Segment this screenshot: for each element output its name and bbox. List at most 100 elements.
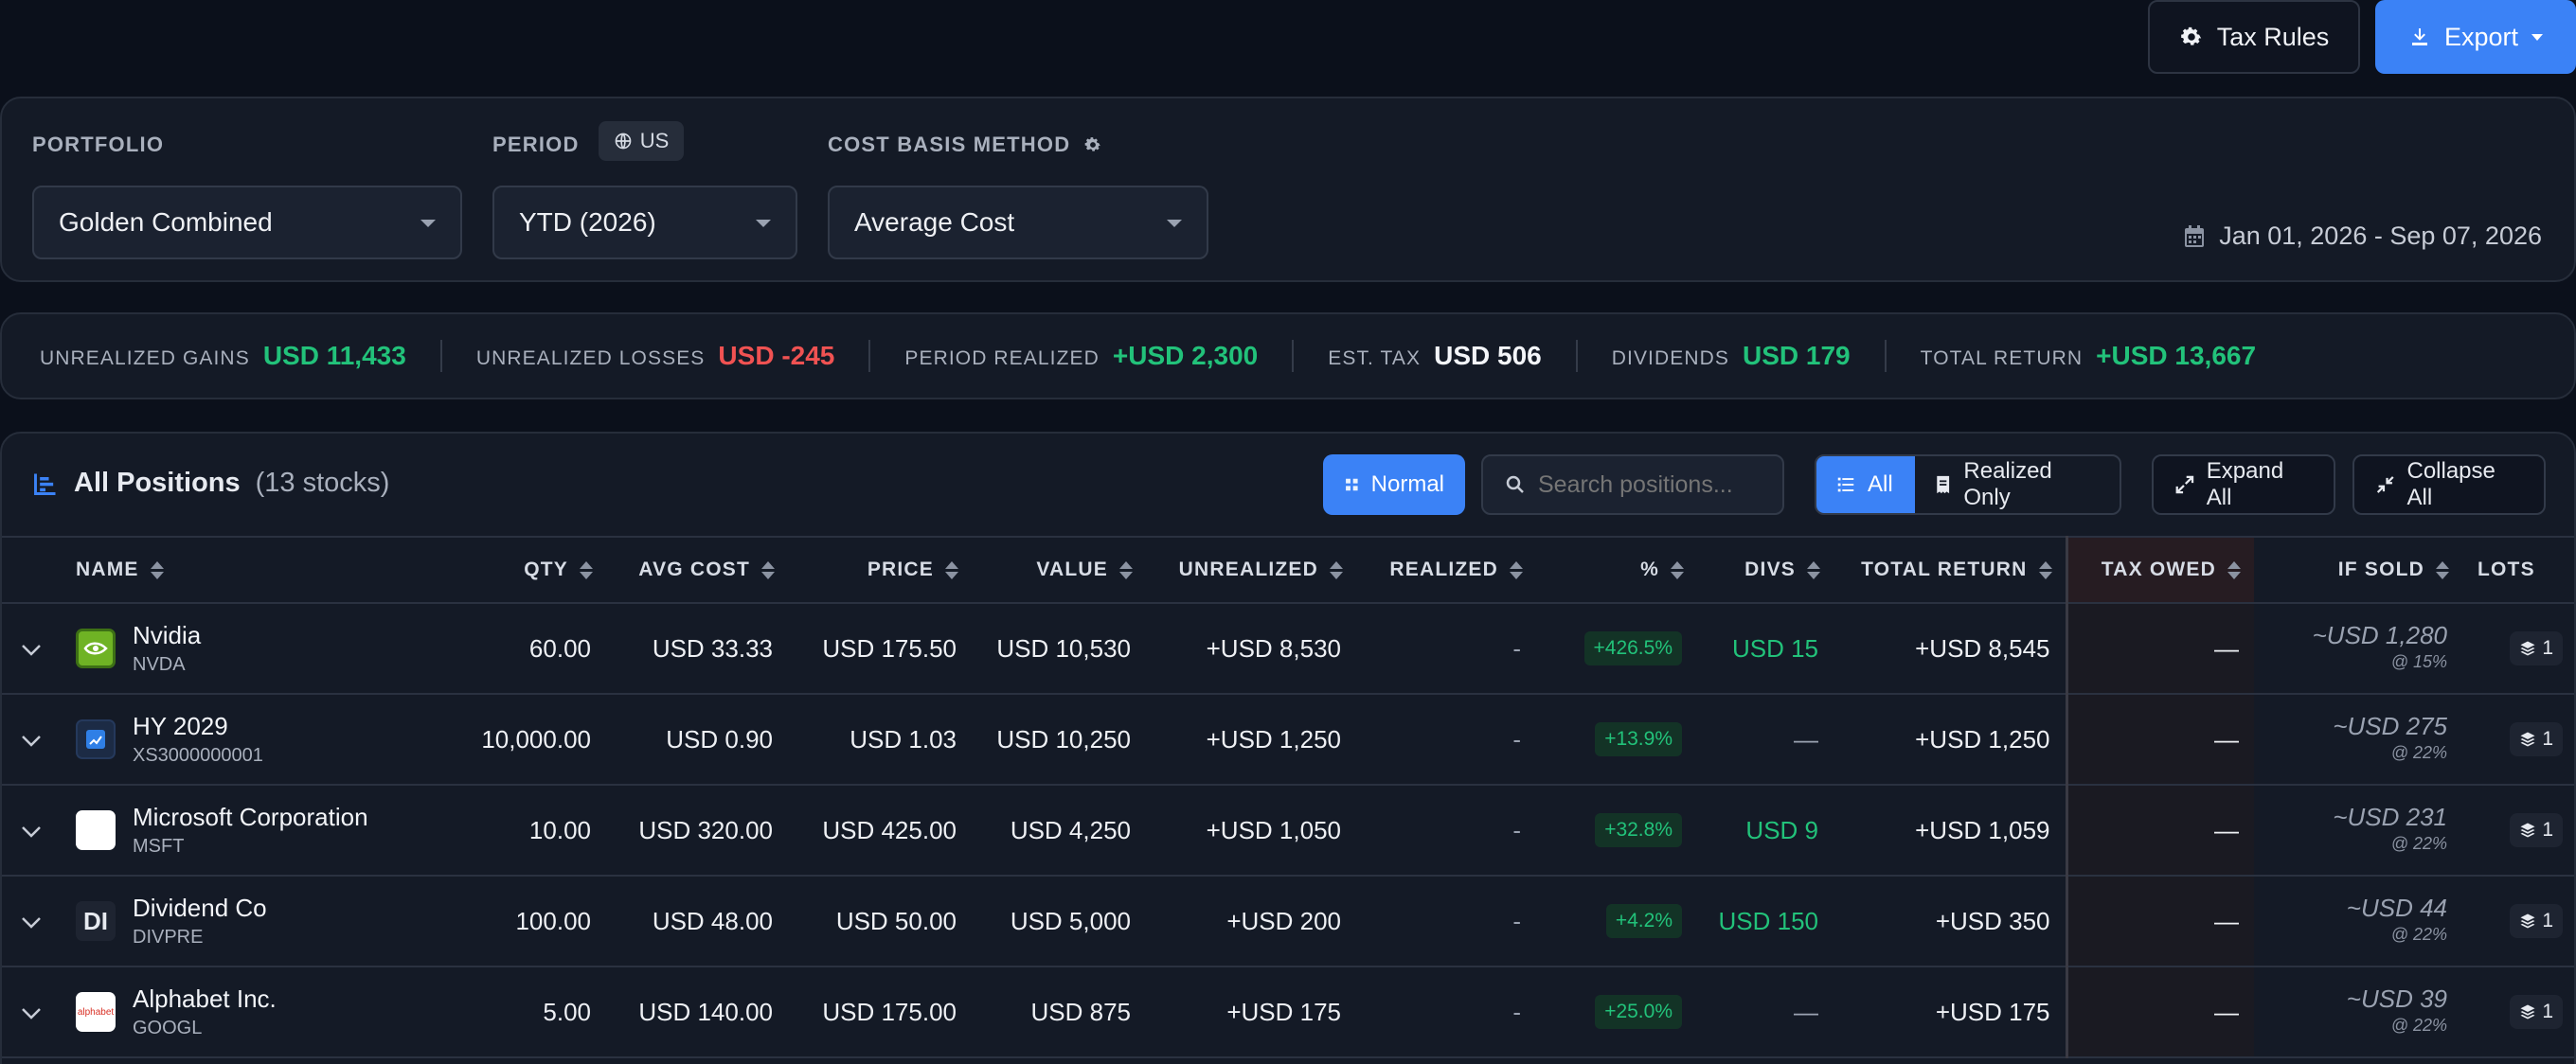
tax-rules-button[interactable]: Tax Rules (2148, 0, 2360, 74)
sort-icon (1807, 560, 1820, 579)
cost-basis-label-wrap: COST BASIS METHOD (828, 133, 1102, 157)
layers-icon (2520, 1004, 2535, 1020)
value-cell: USD 10,250 (972, 694, 1146, 786)
header-label: TOTAL RETURN (1861, 559, 2028, 580)
divs-cell: USD 9 (1697, 785, 1834, 877)
chevron-down-icon[interactable] (2, 876, 61, 967)
realized-cell: - (1356, 876, 1536, 967)
header-realized[interactable]: REALIZED (1356, 536, 1536, 604)
pct-cell: +25.0% (1536, 966, 1697, 1058)
position-name: Microsoft Corporation (133, 803, 368, 831)
header-label: UNREALIZED (1178, 559, 1318, 580)
if-sold-rate: @ 22% (2390, 743, 2447, 762)
header-if-sold[interactable]: IF SOLD (2254, 536, 2462, 604)
tax-owed-cell: — (2065, 785, 2254, 877)
header-label: % (1640, 559, 1659, 580)
lots-cell[interactable]: 1 (2462, 876, 2574, 967)
chevron-down-icon[interactable] (2, 694, 61, 786)
stat-value: USD 11,433 (262, 341, 406, 370)
value-cell: USD 4,250 (972, 785, 1146, 877)
header-label: TAX OWED (2101, 559, 2216, 580)
download-icon (2411, 28, 2427, 45)
table-header-row: NAME QTY AVG COST PRICE VALUE UNREALIZED… (2, 536, 2574, 604)
header-qty[interactable]: QTY (424, 536, 606, 604)
expand-all-button[interactable]: Expand All (2152, 454, 2335, 515)
tax-owed-cell: — (2065, 603, 2254, 695)
cost-basis-select[interactable]: Average Cost (828, 186, 1208, 259)
qty-cell: 60.00 (424, 603, 606, 695)
lots-cell[interactable]: 1 (2462, 966, 2574, 1058)
sort-icon (2038, 560, 2052, 579)
header-price[interactable]: PRICE (788, 536, 972, 604)
if-sold-value: ~USD 44 (2346, 894, 2447, 922)
gear-icon[interactable] (1083, 135, 1102, 154)
stat-dividends: DIVIDENDS USD 179 (1612, 341, 1851, 371)
table-row[interactable]: HY 2029 XS3000000001 10,000.00 USD 0.90 U… (2, 694, 2574, 786)
region-chip-label: US (639, 129, 670, 152)
lots-badge[interactable]: 1 (2510, 995, 2563, 1029)
region-chip[interactable]: US (599, 121, 684, 161)
if-sold-cell: ~USD 275 @ 22% (2254, 694, 2462, 786)
position-name: Alphabet Inc. (133, 984, 277, 1013)
divider (439, 340, 442, 372)
lots-badge[interactable]: 1 (2510, 813, 2563, 847)
unrealized-cell: +USD 1,250 (1146, 694, 1356, 786)
divs-cell: — (1697, 966, 1834, 1058)
header-value[interactable]: VALUE (972, 536, 1146, 604)
divider (1292, 340, 1295, 372)
chevron-down-icon[interactable] (2, 785, 61, 877)
stat-value: USD 506 (1434, 341, 1542, 370)
positions-count: (13 stocks) (255, 468, 390, 498)
table-row[interactable]: Nvidia NVDA 60.00 USD 33.33 USD 175.50 US… (2, 603, 2574, 695)
avg-cost-cell: USD 320.00 (606, 785, 788, 877)
table-row[interactable]: DI Dividend Co DIVPRE 100.00 USD 48.00 US… (2, 876, 2574, 967)
lots-cell[interactable]: 1 (2462, 603, 2574, 695)
lots-badge[interactable]: 1 (2510, 722, 2563, 756)
lots-cell[interactable]: 1 (2462, 694, 2574, 786)
header-pct[interactable]: % (1536, 536, 1697, 604)
lots-badge[interactable]: 1 (2510, 904, 2563, 938)
stat-value: +USD 13,667 (2096, 341, 2257, 370)
table-row[interactable]: Microsoft Corporation MSFT 10.00 USD 320.… (2, 785, 2574, 877)
if-sold-value: ~USD 231 (2333, 803, 2447, 831)
if-sold-cell: ~USD 44 @ 22% (2254, 876, 2462, 967)
globe-icon (615, 133, 632, 150)
chevron-down-icon[interactable] (2, 603, 61, 695)
header-divs[interactable]: DIVS (1697, 536, 1834, 604)
header-name[interactable]: NAME (61, 536, 424, 604)
stat-label: TOTAL RETURN (1920, 347, 2084, 369)
bar-chart-icon (34, 473, 56, 495)
header-avg-cost[interactable]: AVG COST (606, 536, 788, 604)
lots-badge[interactable]: 1 (2510, 631, 2563, 665)
tax-owed-cell: — (2065, 876, 2254, 967)
position-ticker: DIVPRE (133, 927, 204, 948)
if-sold-rate: @ 15% (2390, 652, 2447, 671)
filter-realized-button[interactable]: Realized Only (1915, 456, 2120, 513)
header-unrealized[interactable]: UNREALIZED (1146, 536, 1356, 604)
portfolio-label: PORTFOLIO (32, 133, 165, 156)
header-tax-owed[interactable]: TAX OWED (2065, 536, 2254, 604)
stat-total-return: TOTAL RETURN +USD 13,667 (1921, 341, 2256, 371)
search-input[interactable] (1538, 470, 1756, 499)
position-filter-toggle: All Realized Only (1815, 454, 2121, 515)
filter-all-label: All (1868, 471, 1893, 497)
header-label: VALUE (1036, 559, 1108, 580)
filter-all-button[interactable]: All (1816, 456, 1916, 513)
period-select[interactable]: YTD (2026) (492, 186, 797, 259)
table-row[interactable]: alphabet Alphabet Inc. GOOGL 5.00 USD 140… (2, 966, 2574, 1058)
collapse-all-button[interactable]: Collapse All (2352, 454, 2546, 515)
period-label: PERIOD (492, 133, 580, 156)
normal-view-button[interactable]: Normal (1323, 454, 1465, 515)
divs-cell: USD 15 (1697, 603, 1834, 695)
chevron-down-icon[interactable] (2, 966, 61, 1058)
divs-cell: — (1697, 694, 1834, 786)
if-sold-rate: @ 22% (2390, 834, 2447, 853)
total-return-cell: +USD 1,250 (1834, 694, 2066, 786)
pct-cell: +426.5% (1536, 603, 1697, 695)
header-total-return[interactable]: TOTAL RETURN (1834, 536, 2066, 604)
lots-cell[interactable]: 1 (2462, 785, 2574, 877)
export-button[interactable]: Export (2375, 0, 2576, 74)
search-box[interactable] (1481, 454, 1784, 515)
portfolio-select[interactable]: Golden Combined (32, 186, 462, 259)
qty-cell: 10,000.00 (424, 694, 606, 786)
